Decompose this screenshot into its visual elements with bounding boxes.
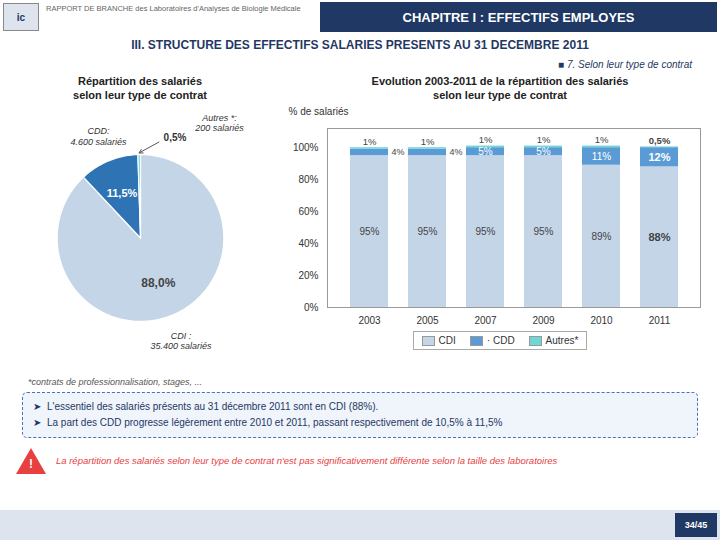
svg-text:2011: 2011 bbox=[649, 315, 671, 326]
svg-text:88,0%: 88,0% bbox=[141, 276, 175, 290]
html-text:Répartition des salariés selon: Répartition des salariés selon leur type… bbox=[73, 75, 207, 102]
svg-text:20%: 20% bbox=[298, 270, 318, 281]
svg-text:1%: 1% bbox=[479, 134, 493, 145]
svg-text:CDD:4.600 salariés: CDD:4.600 salariés bbox=[70, 126, 127, 146]
svg-text:4%: 4% bbox=[392, 147, 405, 157]
svg-text:0,5%: 0,5% bbox=[649, 135, 671, 146]
svg-text:2003: 2003 bbox=[358, 315, 381, 326]
svg-text:0%: 0% bbox=[304, 302, 319, 313]
html-text:III. STRUCTURE DES EFFECTIFS S: III. STRUCTURE DES EFFECTIFS SALARIES PR… bbox=[131, 38, 589, 52]
html-text:■ 7. Selon leur type de contra: ■ 7. Selon leur type de contrat bbox=[558, 59, 692, 70]
svg-text:40%: 40% bbox=[298, 238, 318, 249]
svg-text:2007: 2007 bbox=[474, 315, 497, 326]
svg-text:2010: 2010 bbox=[590, 315, 613, 326]
svg-text:2005: 2005 bbox=[416, 315, 439, 326]
svg-text:0,5%: 0,5% bbox=[164, 132, 187, 143]
svg-text:1%: 1% bbox=[537, 134, 551, 145]
svg-text:2009: 2009 bbox=[532, 315, 555, 326]
svg-text:100%: 100% bbox=[293, 142, 319, 153]
svg-text:89%: 89% bbox=[591, 231, 611, 242]
svg-text:95%: 95% bbox=[359, 226, 379, 237]
html-text:ic: ic bbox=[16, 11, 26, 23]
svg-text:5%: 5% bbox=[536, 146, 551, 157]
svg-text:80%: 80% bbox=[298, 174, 318, 185]
svg-text:88%: 88% bbox=[648, 231, 670, 243]
svg-text:95%: 95% bbox=[417, 226, 437, 237]
svg-text:12%: 12% bbox=[648, 151, 670, 163]
svg-text:95%: 95% bbox=[475, 226, 495, 237]
html-text:Autres*: Autres* bbox=[545, 335, 579, 346]
html-text:· CDD: · CDD bbox=[486, 335, 515, 346]
html-text:➤ La part des CDD progresse lé: ➤ La part des CDD progresse légèrement e… bbox=[33, 417, 503, 428]
svg-text:% de salariés: % de salariés bbox=[289, 106, 349, 117]
html-text:➤ L'essentiel des salariés pré: ➤ L'essentiel des salariés présents au 3… bbox=[33, 401, 379, 412]
html-text:*contrats de professionnalisat: *contrats de professionnalisation, stage… bbox=[28, 377, 203, 387]
svg-text:1%: 1% bbox=[363, 136, 377, 147]
html-text:Evolution 2003-2011 de la répa: Evolution 2003-2011 de la répartition de… bbox=[371, 75, 629, 102]
html-text:La répartition des salariés se: La répartition des salariés selon leur t… bbox=[56, 454, 558, 466]
svg-text:1%: 1% bbox=[595, 134, 609, 145]
svg-text:11,5%: 11,5% bbox=[107, 187, 138, 199]
html-text:34/45: 34/45 bbox=[684, 520, 708, 530]
svg-text:Autres *:200 salariés: Autres *:200 salariés bbox=[194, 113, 244, 133]
html-text:CDI: CDI bbox=[438, 335, 456, 346]
svg-text:5%: 5% bbox=[478, 146, 493, 157]
svg-text:4%: 4% bbox=[450, 147, 463, 157]
svg-text:95%: 95% bbox=[533, 226, 553, 237]
svg-text:1%: 1% bbox=[421, 136, 435, 147]
svg-text:60%: 60% bbox=[298, 206, 318, 217]
svg-text:CDI :35.400 salariés: CDI :35.400 salariés bbox=[150, 331, 212, 351]
html-text:RAPPORT DE BRANCHE des Laborat: RAPPORT DE BRANCHE des Laboratoires d'An… bbox=[46, 4, 301, 13]
html-text:CHAPITRE I : EFFECTIFS EMPLOYE: CHAPITRE I : EFFECTIFS EMPLOYES bbox=[402, 9, 635, 25]
svg-text:11%: 11% bbox=[592, 151, 611, 162]
